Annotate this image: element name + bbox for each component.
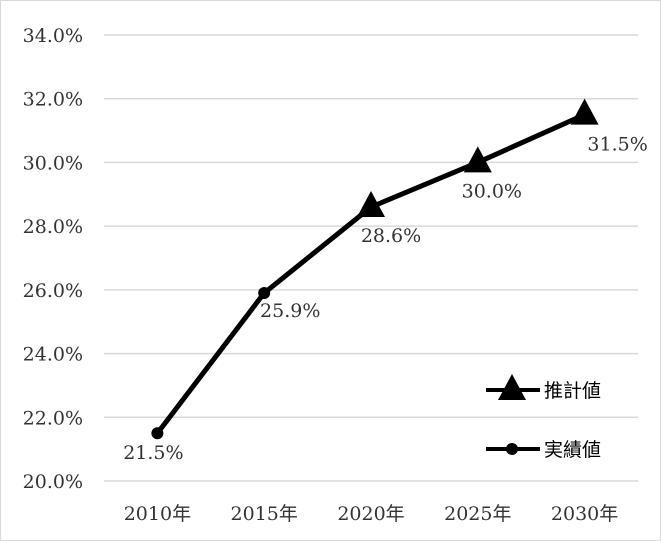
- triangle-marker: [357, 191, 385, 218]
- x-tick-label: 2030年: [551, 503, 618, 525]
- x-tick-label: 2015年: [231, 503, 298, 525]
- x-tick-label: 2020年: [337, 503, 404, 525]
- y-tick-label: 30.0%: [23, 152, 83, 174]
- triangle-marker: [570, 98, 599, 125]
- y-tick-label: 28.0%: [23, 216, 83, 238]
- data-labels: 28.6% 30.0% 31.5% 21.5% 25.9%: [123, 134, 648, 465]
- triangle-marker: [463, 146, 492, 173]
- data-label: 30.0%: [462, 180, 522, 202]
- data-label: 31.5%: [587, 134, 647, 156]
- legend-label-actual: 実績値: [544, 439, 601, 461]
- circle-icon: [506, 443, 518, 455]
- gridlines: [104, 34, 638, 482]
- x-tick-label: 2010年: [124, 503, 191, 525]
- legend-item-estimate: 推計値: [486, 374, 601, 402]
- y-axis-tick-labels: 34.0% 32.0% 30.0% 28.0% 26.0% 24.0% 22.0% 20.0%: [23, 25, 83, 493]
- y-tick-label: 20.0%: [23, 471, 83, 493]
- triangle-icon: [498, 374, 526, 400]
- legend-label-estimate: 推計値: [544, 380, 601, 402]
- y-tick-label: 32.0%: [23, 89, 83, 111]
- data-label: 25.9%: [260, 300, 320, 322]
- x-tick-label: 2025年: [444, 503, 511, 525]
- y-tick-label: 34.0%: [23, 25, 83, 47]
- y-tick-label: 26.0%: [23, 280, 83, 302]
- data-label: 28.6%: [361, 225, 421, 247]
- x-axis-tick-labels: 2010年 2015年 2020年 2025年 2030年: [124, 503, 619, 525]
- circle-marker: [258, 287, 271, 300]
- y-tick-label: 22.0%: [23, 407, 83, 429]
- circle-marker: [151, 427, 164, 440]
- y-tick-label: 24.0%: [23, 344, 83, 366]
- legend: 推計値 実績値: [486, 374, 601, 461]
- legend-item-actual: 実績値: [486, 439, 601, 461]
- series-markers: [151, 98, 599, 440]
- data-label: 21.5%: [123, 442, 183, 464]
